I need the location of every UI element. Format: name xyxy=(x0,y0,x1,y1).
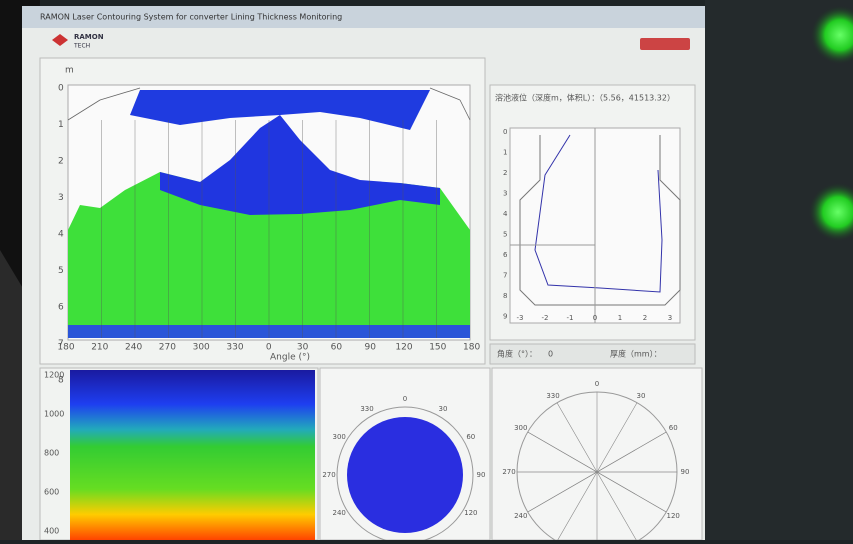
y-tick-label: 0 xyxy=(58,84,64,94)
section-value: （5.56，41513.32） xyxy=(595,94,675,103)
angle-label: 300 xyxy=(514,424,527,432)
logo: RAMON xyxy=(74,33,104,41)
y-tick-label: 1000 xyxy=(44,410,64,419)
heat-map xyxy=(70,370,315,540)
y-tick-label: 4 xyxy=(503,210,508,218)
y-tick-label: 7 xyxy=(503,272,507,280)
x-tick-label: -1 xyxy=(567,314,574,322)
angle-label: 240 xyxy=(332,509,345,517)
angle-label: 0 xyxy=(595,380,599,388)
x-tick-label: 210 xyxy=(91,343,108,353)
angle-label: 300 xyxy=(332,433,345,441)
profile-unit: m xyxy=(65,66,74,76)
x-tick-label: 180 xyxy=(57,343,74,353)
profile-xlabel: Angle (°) xyxy=(270,353,310,363)
screen-photo: RAMON Laser Contouring System for conver… xyxy=(0,0,853,540)
polar-left-fill xyxy=(347,417,463,533)
y-tick-label: 6 xyxy=(503,251,508,259)
angle-label: 240 xyxy=(514,512,527,520)
angle-label: 30 xyxy=(637,392,646,400)
angle-label: 90 xyxy=(681,468,690,476)
y-tick-label: 400 xyxy=(44,527,59,536)
angle-label: 330 xyxy=(360,405,373,413)
x-tick-label: 0 xyxy=(593,314,597,322)
x-tick-label: 180 xyxy=(463,343,480,353)
x-tick-label: 2 xyxy=(643,314,647,322)
x-tick-label: 90 xyxy=(364,343,376,353)
angle-label: 90 xyxy=(477,471,486,479)
x-tick-label: 1 xyxy=(618,314,622,322)
y-tick-label: 1200 xyxy=(44,371,64,380)
x-tick-label: -2 xyxy=(542,314,549,322)
page: RAMON Laser Contouring System for conver… xyxy=(0,0,853,540)
close-button[interactable] xyxy=(640,38,690,50)
y-tick-label: 1 xyxy=(58,120,64,130)
window-title: RAMON Laser Contouring System for conver… xyxy=(40,13,342,22)
y-tick-label: 5 xyxy=(503,231,507,239)
angle-label: 30 xyxy=(439,405,448,413)
x-tick-label: 60 xyxy=(331,343,343,353)
angle-label: 330 xyxy=(546,392,559,400)
angle-value: 0 xyxy=(548,350,553,359)
thickness-label: 厚度（mm）： xyxy=(610,349,662,359)
y-tick-label: 3 xyxy=(503,190,507,198)
angle-label: 270 xyxy=(322,471,335,479)
y-tick-label: 800 xyxy=(44,449,59,458)
y-tick-label: 2 xyxy=(503,169,507,177)
device-panel xyxy=(705,0,853,540)
y-tick-label: 600 xyxy=(44,488,59,497)
y-tick-label: 0 xyxy=(503,128,507,136)
y-tick-label: 2 xyxy=(58,157,64,167)
x-tick-label: 3 xyxy=(668,314,672,322)
angle-label: 60 xyxy=(669,424,678,432)
x-tick-label: 270 xyxy=(159,343,176,353)
logo-sub: TECH xyxy=(73,43,90,50)
x-tick-label: 0 xyxy=(266,343,272,353)
x-tick-label: 30 xyxy=(297,343,309,353)
angle-label: 0 xyxy=(403,395,407,403)
y-tick-label: 1 xyxy=(503,149,507,157)
y-tick-label: 3 xyxy=(58,193,64,203)
y-tick-label: 5 xyxy=(58,266,64,276)
angle-label: 270 xyxy=(502,468,515,476)
angle-label: 120 xyxy=(464,509,477,517)
y-tick-label: 6 xyxy=(58,303,64,313)
x-tick-label: 120 xyxy=(395,343,412,353)
x-tick-label: 330 xyxy=(226,343,243,353)
x-tick-label: 300 xyxy=(193,343,210,353)
angle-label: 60 xyxy=(466,433,475,441)
y-tick-label: 8 xyxy=(503,292,507,300)
y-tick-label: 9 xyxy=(503,313,507,321)
angle-label: 120 xyxy=(667,512,680,520)
section-caption: 溶池液位（深度m，体积L）： xyxy=(495,93,599,103)
x-tick-label: 240 xyxy=(125,343,142,353)
x-tick-label: 150 xyxy=(429,343,446,353)
x-tick-label: -3 xyxy=(517,314,524,322)
y-tick-label: 4 xyxy=(58,230,64,240)
angle-label: 角度（°）： xyxy=(497,349,537,359)
